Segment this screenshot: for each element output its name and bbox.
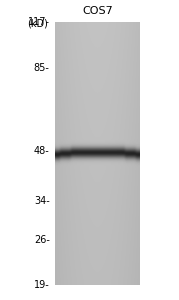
Text: 34-: 34- (34, 196, 50, 206)
Text: 117-: 117- (28, 17, 50, 27)
Text: 26-: 26- (34, 235, 50, 244)
Text: COS7: COS7 (82, 6, 113, 16)
Text: 19-: 19- (34, 280, 50, 290)
Text: (kD): (kD) (27, 19, 48, 29)
Text: 85-: 85- (34, 63, 50, 73)
Text: 48-: 48- (34, 146, 50, 156)
